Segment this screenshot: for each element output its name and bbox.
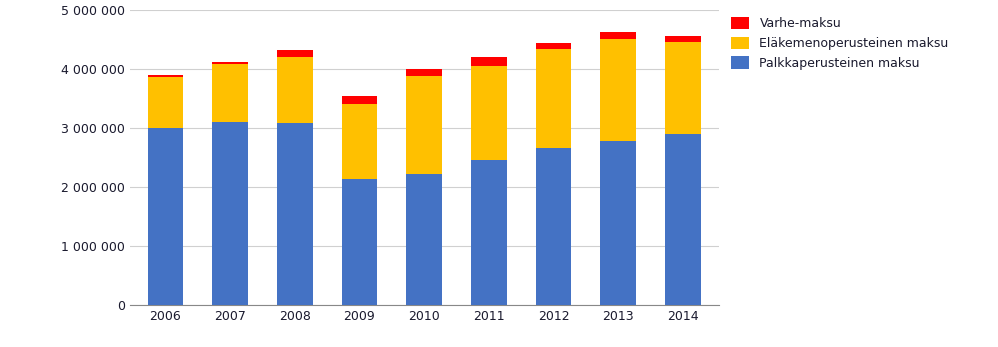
Bar: [601, 32, 636, 39]
Bar: [536, 148, 571, 305]
Bar: [276, 123, 312, 305]
Bar: [666, 42, 701, 134]
Bar: [601, 39, 636, 141]
Bar: [276, 57, 312, 123]
Bar: [213, 122, 248, 305]
Bar: [148, 128, 183, 305]
Bar: [471, 66, 507, 160]
Bar: [471, 160, 507, 305]
Bar: [601, 141, 636, 305]
Bar: [213, 62, 248, 64]
Bar: [406, 76, 442, 174]
Bar: [213, 64, 248, 122]
Legend: Varhe-maksu, Eläkemenoperusteinen maksu, Palkkaperusteinen maksu: Varhe-maksu, Eläkemenoperusteinen maksu,…: [731, 17, 949, 70]
Bar: [666, 36, 701, 42]
Bar: [341, 179, 377, 305]
Bar: [341, 96, 377, 104]
Bar: [406, 69, 442, 76]
Bar: [148, 77, 183, 128]
Bar: [341, 104, 377, 179]
Bar: [536, 49, 571, 148]
Bar: [536, 43, 571, 49]
Bar: [406, 174, 442, 305]
Bar: [471, 57, 507, 66]
Bar: [148, 75, 183, 77]
Bar: [666, 134, 701, 305]
Bar: [276, 50, 312, 57]
